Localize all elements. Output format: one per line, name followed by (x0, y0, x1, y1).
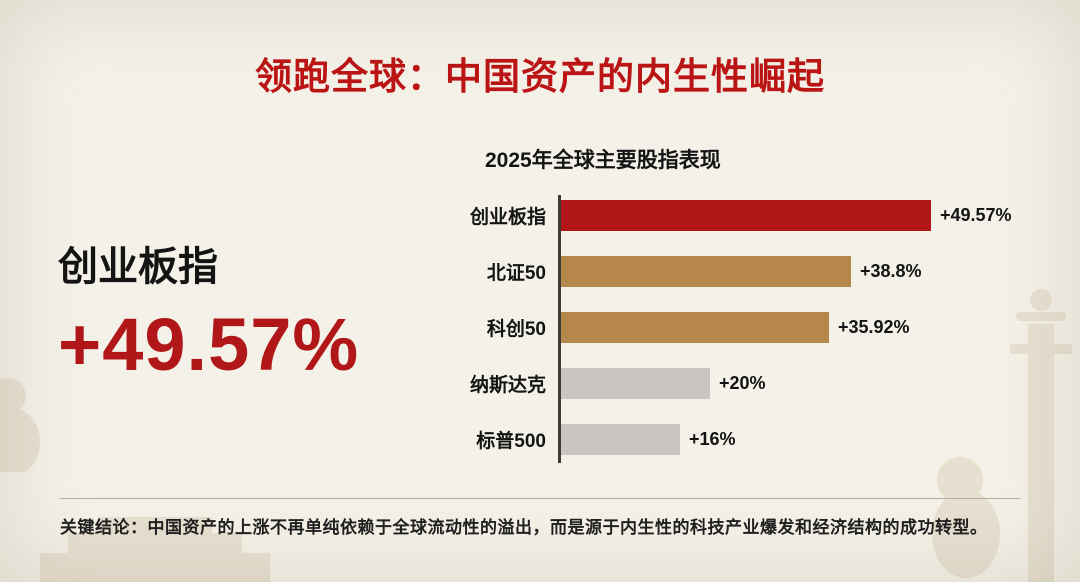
chart-category-label: 创业板指 (469, 207, 546, 228)
chart-body: 创业板指 +49.57% 北证50 +38.8% 科创50 +35.92% 纳斯达克 +20%… (420, 195, 1080, 463)
highlight-index-name: 创业板指 (58, 245, 218, 289)
chart-bar (561, 256, 851, 287)
chart-bar (561, 368, 710, 399)
chart-row: 北证50 +38.8% (420, 256, 1080, 287)
highlight-block: 创业板指 +49.57% (0, 128, 420, 480)
chart-value-label: +35.92% (838, 317, 910, 337)
chart-row: 科创50 +35.92% (420, 312, 1080, 343)
chart-row: 创业板指 +49.57% (420, 200, 1080, 231)
chart-category-label: 标普500 (476, 431, 546, 452)
chart-row: 标普500 +16% (420, 424, 1080, 455)
footer: 关键结论：中国资产的上涨不再单纯依赖于全球流动性的溢出，而是源于内生性的科技产业… (60, 498, 1020, 538)
chart-value-label: +20% (719, 373, 766, 393)
highlight-index-value: +49.57% (58, 303, 360, 386)
chart-category-label: 纳斯达克 (469, 375, 546, 396)
chart-axis (558, 195, 561, 463)
chart-value-label: +16% (689, 429, 736, 449)
chart-value-label: +38.8% (860, 261, 922, 281)
chart-rows: 创业板指 +49.57% 北证50 +38.8% 科创50 +35.92% 纳斯达克 +20%… (420, 200, 1080, 455)
conclusion-text: 关键结论：中国资产的上涨不再单纯依赖于全球流动性的溢出，而是源于内生性的科技产业… (60, 518, 988, 537)
chart-category-label: 科创50 (486, 319, 546, 340)
chart-value-label: +49.57% (940, 205, 1012, 225)
chart-bar (561, 200, 931, 231)
slide-title: 领跑全球：中国资产的内生性崛起 (255, 56, 825, 97)
chart-bar (561, 312, 829, 343)
chart-title: 2025年全球主要股指表现 (485, 149, 721, 172)
main-content: 创业板指 +49.57% 2025年全球主要股指表现 创业板指 +49.57% 北证… (0, 128, 1080, 480)
chart-category-label: 北证50 (486, 263, 546, 284)
footer-divider (60, 498, 1020, 499)
chart-row: 纳斯达克 +20% (420, 368, 1080, 399)
bar-chart: 2025年全球主要股指表现 创业板指 +49.57% 北证50 +38.8% 科创50 +… (420, 128, 1080, 480)
chart-bar (561, 424, 680, 455)
